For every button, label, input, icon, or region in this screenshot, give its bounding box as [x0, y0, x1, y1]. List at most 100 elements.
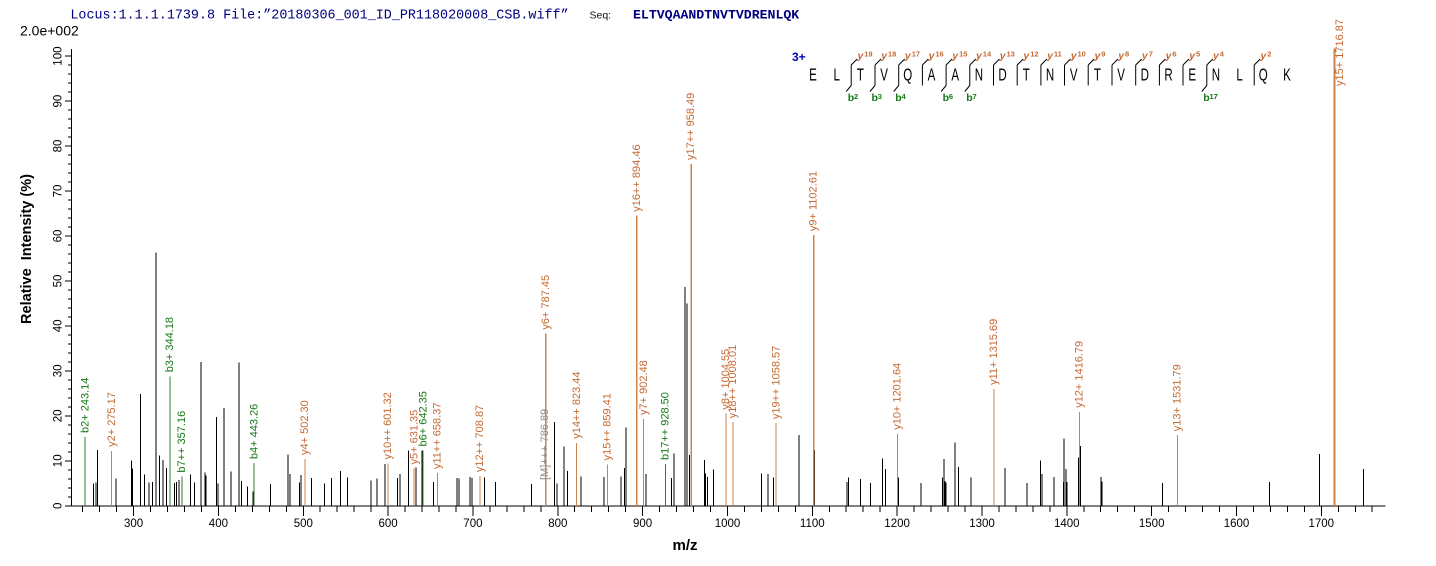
svg-text:5: 5 [1196, 50, 1200, 59]
svg-text:60: 60 [53, 230, 65, 243]
svg-text:b3+ 344.18: b3+ 344.18 [164, 317, 176, 372]
svg-text:y: y [1259, 50, 1267, 62]
svg-text:y11++ 658.37: y11++ 658.37 [432, 403, 444, 469]
svg-text:y15++ 859.41: y15++ 859.41 [602, 393, 614, 460]
svg-text:14: 14 [983, 50, 992, 59]
svg-text:6: 6 [949, 92, 953, 101]
svg-text:y18++ 1008.01: y18++ 1008.01 [727, 345, 739, 418]
svg-text:y12++ 708.87: y12++ 708.87 [474, 405, 486, 472]
svg-text:70: 70 [53, 185, 65, 198]
svg-text:ELTVQAANDTNVTVDRENLQK: ELTVQAANDTNVTVDRENLQK [633, 8, 799, 23]
svg-text:0: 0 [53, 503, 65, 509]
svg-text:b7++ 357.16: b7++ 357.16 [176, 411, 188, 473]
svg-text:y: y [1141, 50, 1149, 62]
svg-text:4: 4 [1220, 50, 1225, 59]
svg-text:b: b [943, 92, 949, 104]
svg-text:y5+ 631.35: y5+ 631.35 [408, 410, 420, 465]
svg-text:3: 3 [878, 92, 882, 101]
svg-text:D: D [1141, 66, 1149, 85]
svg-text:1300: 1300 [969, 518, 995, 530]
svg-text:600: 600 [379, 518, 398, 530]
svg-text:D: D [998, 66, 1006, 85]
svg-text:T: T [857, 66, 864, 85]
svg-text:A: A [928, 66, 936, 85]
svg-text:900: 900 [633, 518, 652, 530]
svg-text:20: 20 [53, 410, 65, 423]
svg-text:y: y [904, 50, 912, 62]
svg-text:16: 16 [935, 50, 943, 59]
svg-text:m/z: m/z [673, 537, 698, 554]
svg-text:y15+ 1716.87: y15+ 1716.87 [1334, 19, 1346, 86]
svg-text:19: 19 [864, 50, 872, 59]
svg-text:Seq:: Seq: [590, 10, 612, 22]
svg-text:y11+ 1315.69: y11+ 1315.69 [988, 319, 1000, 385]
svg-text:Locus:1.1.1.1739.8 File:”20180: Locus:1.1.1.1739.8 File:”20180306_001_ID… [70, 9, 568, 24]
svg-text:y2+ 275.17: y2+ 275.17 [106, 392, 118, 447]
svg-text:b4+ 443.26: b4+ 443.26 [248, 404, 260, 459]
svg-text:13: 13 [1007, 50, 1015, 59]
svg-text:b: b [966, 92, 972, 104]
svg-text:y10++ 601.32: y10++ 601.32 [382, 392, 394, 459]
svg-text:y: y [1022, 50, 1030, 62]
svg-text:300: 300 [124, 518, 143, 530]
svg-text:b6+ 642.35: b6+ 642.35 [417, 391, 429, 446]
svg-text:K: K [1283, 66, 1291, 85]
svg-text:10: 10 [1078, 50, 1086, 59]
svg-text:y: y [1046, 50, 1054, 62]
svg-text:y19++ 1058.57: y19++ 1058.57 [770, 346, 782, 419]
svg-text:y: y [928, 50, 936, 62]
svg-text:y13+ 1531.79: y13+ 1531.79 [1172, 364, 1184, 431]
svg-text:y14++ 823.44: y14++ 823.44 [571, 372, 583, 439]
svg-text:y16++ 894.46: y16++ 894.46 [631, 144, 643, 211]
svg-text:y: y [1117, 50, 1125, 62]
svg-text:y: y [1212, 50, 1220, 62]
svg-text:4: 4 [902, 92, 907, 101]
svg-text:y: y [1094, 50, 1102, 62]
svg-text:12: 12 [1030, 50, 1038, 59]
svg-text:b17++ 928.50: b17++ 928.50 [660, 392, 672, 460]
svg-text:b: b [1203, 92, 1209, 104]
svg-text:b: b [848, 92, 854, 104]
svg-text:y: y [857, 50, 865, 62]
svg-text:y4+ 502.30: y4+ 502.30 [299, 400, 311, 455]
svg-text:90: 90 [53, 95, 65, 108]
svg-text:18: 18 [888, 50, 896, 59]
svg-text:1200: 1200 [884, 518, 910, 530]
svg-text:y10+ 1201.64: y10+ 1201.64 [892, 363, 904, 430]
svg-text:9: 9 [1101, 50, 1105, 59]
svg-text:100: 100 [53, 47, 65, 66]
svg-text:y12+ 1416.79: y12+ 1416.79 [1074, 341, 1086, 408]
svg-text:40: 40 [53, 320, 65, 333]
svg-text:1500: 1500 [1139, 518, 1165, 530]
svg-text:3+: 3+ [792, 50, 806, 64]
svg-text:N: N [1212, 66, 1220, 85]
svg-text:y: y [1165, 50, 1173, 62]
svg-text:2.0e+002: 2.0e+002 [20, 23, 79, 39]
svg-text:T: T [1023, 66, 1030, 85]
svg-text:E: E [809, 66, 817, 85]
svg-text:y: y [999, 50, 1007, 62]
svg-text:V: V [1117, 66, 1125, 85]
svg-text:V: V [1070, 66, 1078, 85]
svg-text:1000: 1000 [715, 518, 741, 530]
svg-text:y: y [951, 50, 959, 62]
svg-text:A: A [951, 66, 959, 85]
svg-text:2: 2 [854, 92, 858, 101]
svg-text:1700: 1700 [1309, 518, 1335, 530]
svg-text:17: 17 [1210, 92, 1218, 101]
svg-text:y: y [1188, 50, 1196, 62]
svg-text:400: 400 [209, 518, 228, 530]
svg-text:y: y [880, 50, 888, 62]
svg-text:10: 10 [53, 454, 65, 467]
svg-text:700: 700 [463, 518, 482, 530]
svg-text:6: 6 [1172, 50, 1176, 59]
svg-text:80: 80 [53, 140, 65, 153]
svg-text:L: L [833, 66, 839, 85]
svg-text:V: V [880, 66, 888, 85]
svg-text:7: 7 [973, 92, 977, 101]
svg-text:Relative Intensity (%): Relative Intensity (%) [19, 174, 35, 324]
svg-text:E: E [1188, 66, 1196, 85]
svg-text:[M]+++ 786.89: [M]+++ 786.89 [539, 409, 551, 480]
svg-text:y8+ 1004.55: y8+ 1004.55 [720, 349, 732, 410]
svg-text:y7+ 902.48: y7+ 902.48 [638, 360, 650, 415]
